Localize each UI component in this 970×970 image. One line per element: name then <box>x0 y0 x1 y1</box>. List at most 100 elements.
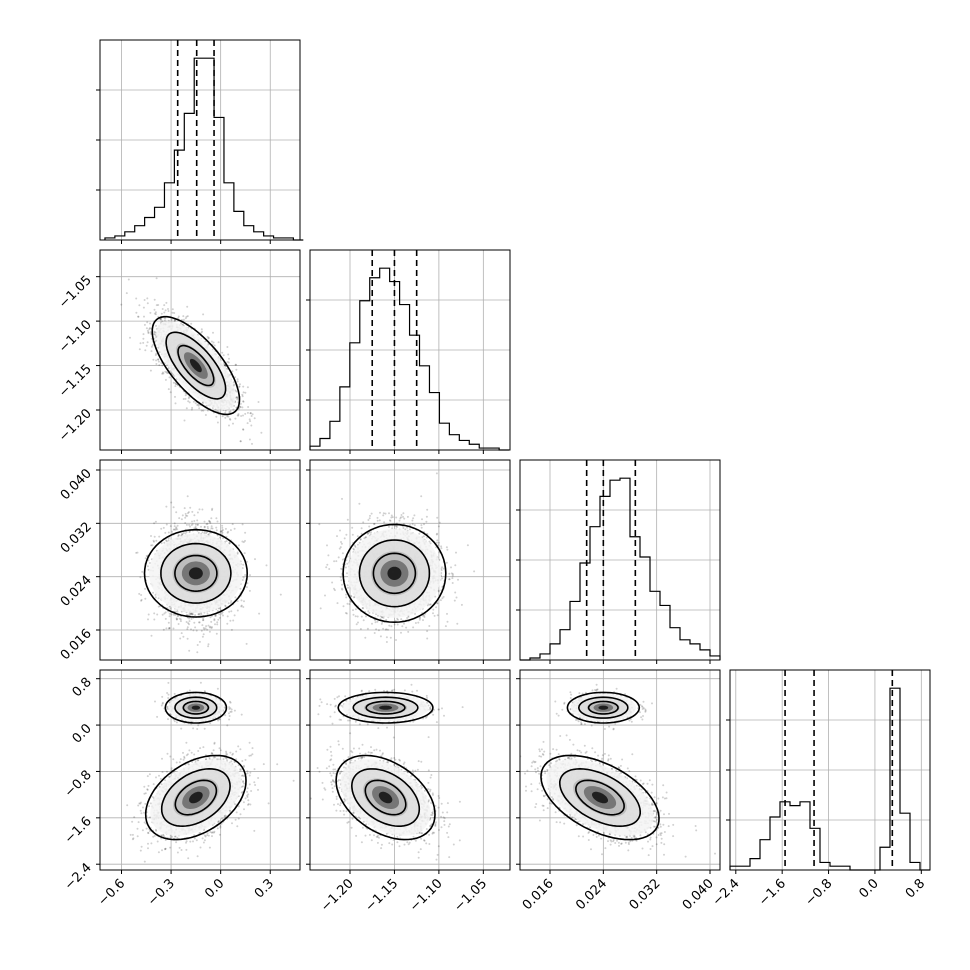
scatter-point <box>135 311 138 314</box>
scatter-point <box>206 522 209 525</box>
scatter-point <box>188 620 191 623</box>
scatter-point <box>149 369 152 372</box>
scatter-point <box>173 528 176 531</box>
scatter-point <box>156 613 159 616</box>
scatter-point <box>187 622 190 625</box>
scatter-point <box>146 565 149 568</box>
scatter-point <box>145 327 148 330</box>
scatter-point <box>236 396 238 399</box>
scatter-point <box>242 563 245 566</box>
scatter-point <box>170 318 173 321</box>
scatter-point <box>165 540 168 543</box>
scatter-point <box>152 358 155 361</box>
scatter-point <box>163 304 166 307</box>
scatter-point <box>173 320 176 322</box>
scatter-point <box>244 531 247 534</box>
scatter-point <box>203 520 206 523</box>
scatter-point <box>253 417 256 420</box>
scatter-point <box>168 615 171 618</box>
scatter-point <box>161 372 164 375</box>
scatter-point <box>207 336 210 339</box>
scatter-point <box>222 537 224 540</box>
scatter-point <box>265 564 268 567</box>
scatter-point <box>148 328 151 331</box>
scatter-point <box>197 523 199 526</box>
scatter-point <box>249 412 252 415</box>
scatter-point <box>241 406 244 409</box>
scatter-point <box>216 621 219 624</box>
scatter-point <box>154 520 157 523</box>
scatter-point <box>144 597 147 600</box>
scatter-point <box>203 526 206 529</box>
density-panel-0-2 <box>99 459 301 661</box>
scatter-point <box>155 363 158 365</box>
scatter-point <box>227 361 230 364</box>
scatter-point <box>174 610 177 613</box>
scatter-point <box>165 627 168 630</box>
scatter-point <box>155 359 158 362</box>
scatter-point <box>239 402 242 405</box>
panel-frame <box>729 669 931 871</box>
scatter-point <box>246 422 249 425</box>
scatter-point <box>395 526 398 528</box>
scatter-point <box>157 360 160 363</box>
scatter-point <box>232 619 235 622</box>
scatter-point <box>203 532 206 535</box>
scatter-point <box>231 523 234 526</box>
scatter-point <box>193 514 196 517</box>
density-level <box>188 567 203 580</box>
scatter-point <box>176 524 179 527</box>
scatter-point <box>230 610 233 613</box>
scatter-point <box>139 342 142 345</box>
panel-frame <box>309 249 511 451</box>
scatter-point <box>249 420 252 423</box>
scatter-point <box>222 614 224 617</box>
scatter-point <box>180 322 183 325</box>
scatter-point <box>245 586 248 589</box>
scatter-point <box>145 554 148 557</box>
scatter-point <box>206 628 209 631</box>
scatter-point <box>208 520 211 523</box>
scatter-point <box>202 627 205 629</box>
scatter-point <box>193 527 196 530</box>
scatter-point <box>228 357 230 360</box>
scatter-point <box>175 617 178 620</box>
scatter-point <box>186 305 189 308</box>
scatter-point <box>149 331 152 334</box>
scatter-point <box>210 340 213 343</box>
scatter-point <box>170 613 173 616</box>
scatter-point <box>208 520 211 523</box>
scatter-point <box>176 528 179 531</box>
scatter-point <box>224 365 227 368</box>
scatter-point <box>142 306 145 309</box>
scatter-point <box>173 525 176 528</box>
scatter-point <box>197 531 200 534</box>
scatter-point <box>249 574 251 577</box>
scatter-point <box>172 528 175 531</box>
scatter-point <box>226 622 229 625</box>
scatter-point <box>210 620 213 623</box>
scatter-point <box>155 539 158 542</box>
scatter-point <box>208 626 211 629</box>
scatter-point <box>222 354 225 357</box>
scatter-point <box>216 609 219 612</box>
scatter-point <box>127 278 130 281</box>
scatter-point <box>239 440 242 443</box>
scatter-point <box>220 612 223 615</box>
scatter-point <box>185 531 188 533</box>
scatter-point <box>241 395 244 398</box>
scatter-point <box>181 532 184 535</box>
scatter-point <box>236 414 239 417</box>
scatter-point <box>186 514 189 517</box>
scatter-point <box>232 381 235 384</box>
scatter-point <box>242 428 245 431</box>
density-contour <box>160 542 232 604</box>
scatter-point <box>173 312 176 314</box>
scatter-point <box>239 587 242 590</box>
scatter-point <box>175 526 178 529</box>
scatter-point <box>234 596 237 599</box>
scatter-point <box>157 358 160 361</box>
scatter-point <box>164 611 167 614</box>
scatter-point <box>158 351 161 353</box>
scatter-point <box>138 348 141 351</box>
